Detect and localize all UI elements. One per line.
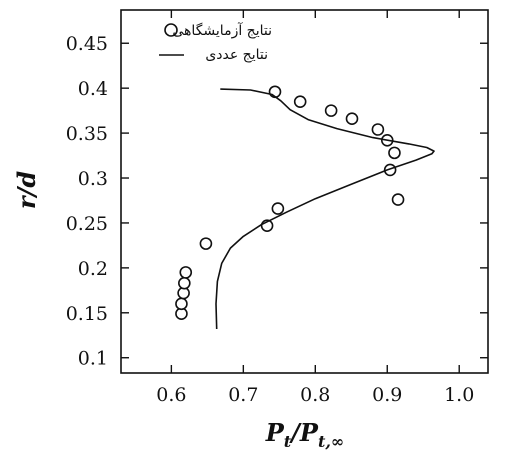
x-tick-label: 0.8 — [300, 384, 330, 406]
numerical-series-line — [215, 88, 435, 330]
experimental-data-point — [371, 123, 385, 136]
experimental-data-point — [293, 95, 307, 108]
series-layer — [175, 85, 435, 330]
x-tick-label: 1.0 — [444, 384, 474, 406]
y-axis-title: r/d — [12, 171, 41, 209]
experimental-data-point — [199, 237, 213, 250]
y-tick-label: 0.35 — [66, 123, 108, 145]
y-tick-label: 0.2 — [78, 258, 108, 280]
experimental-data-point — [324, 104, 338, 117]
y-tick-label: 0.4 — [78, 78, 108, 100]
y-tick-label: 0.25 — [66, 213, 108, 235]
legend-label-numerical: نتایج عددی — [205, 47, 268, 63]
y-tick-label: 0.1 — [78, 348, 108, 370]
x-tick-label: 0.6 — [156, 384, 186, 406]
x-axis-title: Pt/Pt,∞ — [265, 418, 345, 451]
y-tick-label: 0.45 — [66, 33, 108, 55]
experimental-data-point — [388, 146, 401, 160]
y-axis-ticks: 0.1 0.15 0.2 0.25 0.3 0.35 0.4 0.45 — [66, 33, 488, 370]
y-tick-label: 0.15 — [66, 303, 108, 325]
x-axis-ticks: 0.6 0.7 0.8 0.9 1.0 — [156, 10, 474, 406]
x-tick-label: 0.9 — [372, 384, 402, 406]
legend: نتایج آزمایشگاهی نتایج عددی — [159, 22, 272, 63]
experimental-data-point — [271, 202, 285, 215]
x-tick-label: 0.7 — [228, 384, 258, 406]
plot-frame — [120, 9, 489, 374]
experimental-data-point — [175, 297, 188, 311]
experimental-data-point — [391, 193, 405, 206]
experimental-data-point — [345, 112, 359, 126]
legend-marker-experimental — [164, 23, 178, 37]
legend-label-experimental: نتایج آزمایشگاهی — [172, 22, 272, 39]
experimental-data-point — [179, 266, 193, 279]
y-tick-label: 0.3 — [78, 168, 108, 190]
experimental-data-point — [178, 276, 191, 290]
